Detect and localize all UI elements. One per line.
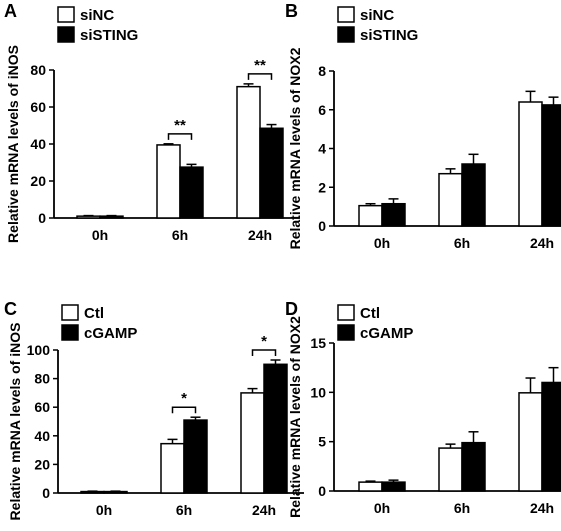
x-tick-label: 6h bbox=[454, 235, 470, 251]
y-axis-label: Relative mRNA levels of NOX2 bbox=[287, 316, 303, 518]
y-tick-label: 10 bbox=[310, 384, 326, 400]
y-tick-label: 8 bbox=[318, 63, 326, 79]
x-tick-label: 24h bbox=[530, 500, 554, 516]
bar bbox=[358, 204, 383, 227]
legend-swatch bbox=[57, 26, 75, 43]
legend-swatch bbox=[57, 6, 75, 23]
y-tick-label: 0 bbox=[38, 210, 46, 226]
legend-swatch bbox=[61, 304, 79, 321]
legend-label: siSTING bbox=[360, 27, 418, 44]
bar bbox=[438, 172, 463, 227]
bar bbox=[160, 442, 185, 494]
bar bbox=[80, 490, 105, 494]
x-tick-label: 6h bbox=[176, 502, 192, 518]
y-tick-label: 100 bbox=[27, 342, 51, 358]
legend-label: cGAMP bbox=[84, 325, 137, 342]
x-tick-label: 24h bbox=[530, 235, 554, 251]
significance-label: * bbox=[261, 333, 267, 350]
legend-label: siSTING bbox=[80, 27, 138, 44]
y-tick-label: 60 bbox=[34, 399, 50, 415]
panel-label: A bbox=[4, 1, 17, 21]
y-tick-label: 6 bbox=[318, 102, 326, 118]
legend-swatch bbox=[337, 304, 355, 321]
legend-label: siNC bbox=[80, 7, 114, 24]
panel-label: D bbox=[285, 299, 298, 319]
bar bbox=[381, 481, 406, 492]
bar bbox=[381, 202, 406, 227]
x-tick-label: 24h bbox=[252, 502, 276, 518]
bar bbox=[240, 392, 265, 494]
legend-label: Ctl bbox=[84, 305, 104, 322]
x-tick-label: 0h bbox=[374, 235, 390, 251]
y-tick-label: 0 bbox=[318, 218, 326, 234]
bar bbox=[461, 163, 486, 227]
y-axis-label: Relative mRNA levels of NOX2 bbox=[287, 47, 303, 249]
bar bbox=[541, 104, 561, 227]
x-tick-label: 24h bbox=[248, 227, 272, 243]
x-tick-label: 0h bbox=[96, 502, 112, 518]
legend-swatch bbox=[337, 6, 355, 23]
bar bbox=[518, 101, 543, 227]
bar bbox=[179, 166, 204, 219]
panel-label: B bbox=[285, 1, 298, 21]
legend-label: Ctl bbox=[360, 305, 380, 322]
bar bbox=[461, 441, 486, 492]
significance-label: ** bbox=[254, 57, 266, 74]
bar bbox=[358, 481, 383, 492]
significance-bracket bbox=[167, 133, 193, 140]
significance-bracket bbox=[247, 73, 273, 80]
bar bbox=[541, 381, 561, 492]
y-tick-label: 0 bbox=[318, 483, 326, 499]
chart-panel-a: A 0 20 40 60 80 Relative mRNA levels of iNOS 0h… bbox=[4, 1, 300, 243]
significance-label: ** bbox=[174, 117, 186, 134]
x-tick-label: 6h bbox=[172, 227, 188, 243]
legend-label: cGAMP bbox=[360, 325, 413, 342]
legend-label: siNC bbox=[360, 7, 394, 24]
y-tick-label: 0 bbox=[42, 485, 50, 501]
significance-bracket bbox=[171, 406, 197, 414]
bar bbox=[76, 215, 101, 219]
bar bbox=[156, 144, 181, 219]
bar bbox=[259, 127, 284, 219]
chart-panel-d: D 0 5 10 15 Relative mRNA levels of NOX2 0h 6h 2… bbox=[285, 299, 561, 518]
y-tick-label: 15 bbox=[310, 335, 326, 351]
y-tick-label: 80 bbox=[34, 371, 50, 387]
y-tick-label: 20 bbox=[34, 456, 50, 472]
chart-panel-b: B 0 2 4 6 8 Relative mRNA levels of NOX2 0h 6h 24… bbox=[285, 1, 561, 251]
bar bbox=[438, 447, 463, 492]
bar bbox=[236, 85, 261, 219]
legend-swatch bbox=[337, 26, 355, 43]
y-tick-label: 80 bbox=[30, 62, 46, 78]
y-axis-label: Relative mRNA levels of iNOS bbox=[5, 45, 21, 243]
bar bbox=[99, 215, 124, 219]
y-tick-label: 2 bbox=[318, 179, 326, 195]
y-tick-label: 5 bbox=[318, 434, 326, 450]
bar bbox=[103, 490, 128, 494]
bar bbox=[263, 363, 288, 494]
y-tick-label: 20 bbox=[30, 173, 46, 189]
x-tick-label: 0h bbox=[92, 227, 108, 243]
legend-swatch bbox=[61, 324, 79, 341]
legend-swatch bbox=[337, 324, 355, 341]
significance-label: * bbox=[181, 390, 187, 407]
x-tick-label: 0h bbox=[374, 500, 390, 516]
significance-bracket bbox=[251, 349, 277, 357]
y-tick-label: 40 bbox=[30, 136, 46, 152]
panel-label: C bbox=[4, 299, 17, 319]
bar bbox=[518, 392, 543, 492]
y-tick-label: 60 bbox=[30, 99, 46, 115]
bar bbox=[183, 419, 208, 494]
x-tick-label: 6h bbox=[454, 500, 470, 516]
y-tick-label: 40 bbox=[34, 428, 50, 444]
y-tick-label: 4 bbox=[318, 141, 326, 157]
y-axis-label: Relative mRNA levels of iNOS bbox=[7, 323, 23, 521]
